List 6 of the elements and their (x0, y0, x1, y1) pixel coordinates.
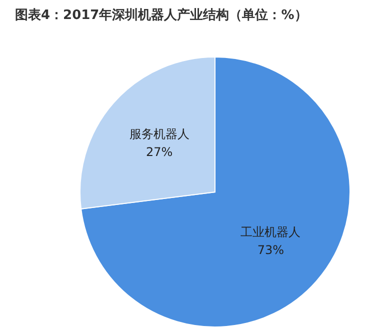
slice-label: 服务机器人 (129, 126, 190, 141)
pie-slice (80, 56, 350, 328)
data-label: 27% (146, 144, 173, 159)
chart-title: 图表4：2017年深圳机器人产业结构（单位：%） (15, 7, 308, 23)
slice-label: 工业机器人 (240, 225, 301, 240)
data-label: 73% (257, 243, 284, 258)
